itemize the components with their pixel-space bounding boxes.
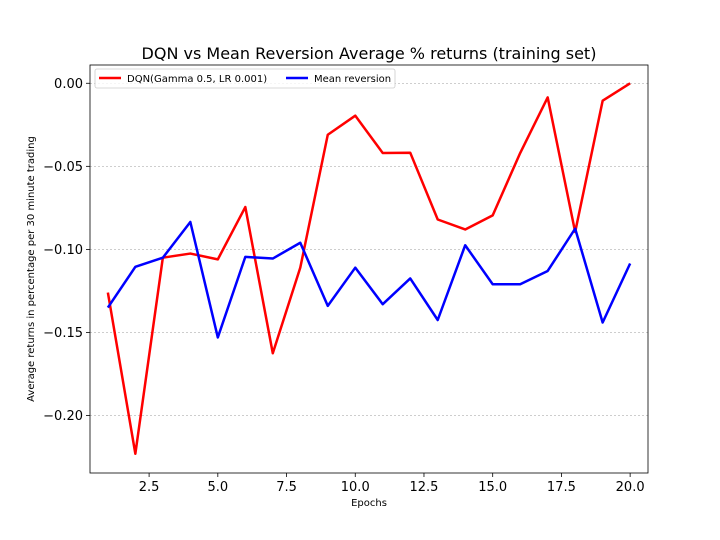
y-tick-label: −0.10	[43, 243, 83, 258]
y-tick-label: 0.00	[54, 77, 83, 92]
series-line-1	[106, 220, 632, 339]
chart-title: DQN vs Mean Reversion Average % returns …	[142, 44, 597, 63]
x-tick-label: 5.0	[207, 480, 228, 495]
x-tick-label: 15.0	[478, 480, 507, 495]
x-tick-label: 17.5	[547, 480, 576, 495]
series-lines	[106, 82, 632, 455]
series-line-0	[106, 82, 631, 455]
x-tick-label: 12.5	[409, 480, 438, 495]
x-tick-label: 2.5	[139, 480, 160, 495]
plot-frame	[89, 64, 649, 474]
y-tick-label: −0.15	[43, 326, 83, 341]
legend-box	[94, 68, 396, 89]
x-tick-label: 10.0	[341, 480, 370, 495]
legend-label-mean-reversion: Mean reversion	[314, 74, 391, 85]
x-axis-label: Epochs	[351, 498, 387, 509]
y-tick-label: −0.05	[43, 160, 83, 175]
x-axis-ticks: 2.5 5.0 7.5 10.0 12.5 15.0 17.5 20.0	[139, 473, 645, 495]
y-tick-label: −0.20	[43, 409, 83, 424]
legend-label-dqn: DQN(Gamma 0.5, LR 0.001)	[127, 74, 267, 85]
legend: DQN(Gamma 0.5, LR 0.001) Mean reversion	[94, 68, 396, 89]
y-axis-label: Average returns in percentage per 30 min…	[26, 136, 37, 402]
x-tick-label: 20.0	[616, 480, 645, 495]
y-axis-ticks: 0.00 −0.05 −0.10 −0.15 −0.20	[43, 77, 90, 424]
x-tick-label: 7.5	[276, 480, 297, 495]
